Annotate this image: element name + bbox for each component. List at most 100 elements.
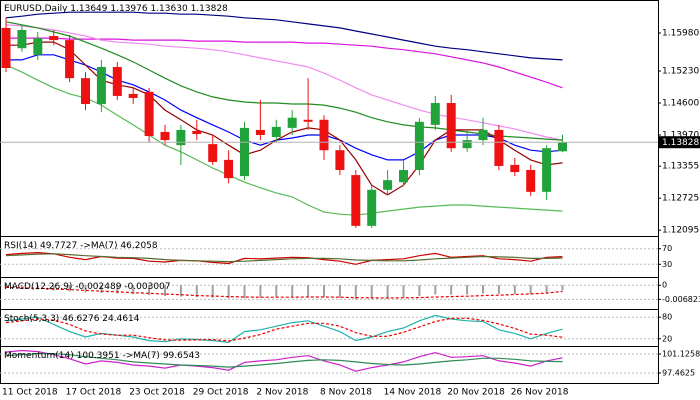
indicator-title: Stoch(5,3,3) xyxy=(4,314,59,324)
indicator-name: RSI(14) xyxy=(4,241,37,251)
candle-body xyxy=(208,144,218,162)
last-price-box xyxy=(659,136,700,149)
ohlc-value: 1.13649 xyxy=(70,4,107,14)
ohlc-value: 1.13828 xyxy=(191,4,228,14)
last-price-label: 1.13828 xyxy=(662,138,699,148)
histogram-bar xyxy=(179,285,182,297)
indicator-name: Momentum(14) xyxy=(4,351,74,361)
candle-body xyxy=(240,127,249,177)
y-tick-label: 30 xyxy=(662,260,672,269)
indicator-line xyxy=(5,349,563,372)
histogram-bar xyxy=(545,285,548,293)
y-tick-label: 1.12095 xyxy=(662,226,699,236)
moving-average-line xyxy=(5,11,563,61)
histogram-bar xyxy=(370,285,373,299)
indicator-value: 46.2058 xyxy=(120,241,157,251)
candle-body xyxy=(33,38,43,55)
x-tick-label: 29 Oct 2018 xyxy=(193,388,249,398)
histogram-bar xyxy=(275,285,278,298)
indicator-value: 99.6543 xyxy=(163,351,200,361)
y-tick-label: 20 xyxy=(662,334,672,343)
candle-body xyxy=(542,148,552,192)
y-tick-label: 1.15230 xyxy=(662,67,699,77)
candle-body xyxy=(303,119,313,122)
indicator-value: 49.7727 xyxy=(40,241,77,251)
histogram-bar xyxy=(211,285,214,298)
candle-body xyxy=(255,129,265,136)
histogram-bar xyxy=(513,285,516,295)
histogram-bar xyxy=(20,285,23,289)
candle-body xyxy=(49,36,59,41)
candle-body xyxy=(287,117,297,128)
y-tick-label: 1.14600 xyxy=(662,99,699,109)
candle-body xyxy=(271,126,281,138)
histogram-bar xyxy=(148,285,151,296)
histogram-bar xyxy=(132,285,135,295)
candle-body xyxy=(160,131,170,141)
histogram-bar xyxy=(52,285,55,291)
indicator-value: -0.002489 xyxy=(75,282,121,292)
plot-frame xyxy=(0,0,659,384)
y-tick-label: 70 xyxy=(662,244,672,253)
indicator-value: 100.3951 xyxy=(77,351,120,361)
indicator-line xyxy=(5,317,563,342)
panel-header: RSI(14) 49.7727 ->MA(7) 46.2058 xyxy=(4,241,158,251)
candle-body xyxy=(430,103,440,125)
histogram-bar xyxy=(84,285,87,293)
histogram-bar xyxy=(5,285,7,289)
histogram-bar xyxy=(338,285,341,298)
indicator-line xyxy=(5,253,563,263)
candle-body xyxy=(399,170,408,183)
y-tick-label: 1.15980 xyxy=(662,28,699,38)
candle-body xyxy=(128,93,138,98)
histogram-bar xyxy=(243,285,246,299)
candle-body xyxy=(176,129,186,146)
x-tick-label: 14 Nov 2018 xyxy=(384,388,442,398)
candle-body xyxy=(367,189,377,226)
x-tick-label: 26 Nov 2018 xyxy=(511,388,569,398)
candle-body xyxy=(96,66,106,105)
candle-body xyxy=(510,164,520,173)
histogram-bar xyxy=(402,285,405,298)
histogram-bar xyxy=(561,285,564,291)
indicator-title: MACD(12,26,9) xyxy=(4,282,72,292)
indicator-value: -0.003007 xyxy=(124,282,170,292)
candle-body xyxy=(526,170,536,192)
histogram-bar xyxy=(482,285,484,294)
moving-average-line xyxy=(5,21,563,141)
y-tick-label: 1.12725 xyxy=(662,194,699,204)
candle-body xyxy=(383,180,393,190)
histogram-bar xyxy=(497,285,500,294)
histogram-bar xyxy=(386,285,389,299)
candle-body xyxy=(112,66,122,96)
histogram-bar xyxy=(100,285,103,294)
candle-body xyxy=(17,29,27,49)
histogram-bar xyxy=(164,285,166,296)
candle-body xyxy=(335,150,345,171)
histogram-bar xyxy=(116,285,119,294)
candle-body xyxy=(1,27,11,69)
y-tick-label: 1.13970 xyxy=(662,131,699,141)
y-tick-label: 0 xyxy=(662,281,667,290)
symbol: EURUSD,Daily xyxy=(4,4,68,14)
histogram-bar xyxy=(291,285,294,297)
histogram-bar xyxy=(195,285,198,298)
moving-average-line xyxy=(5,24,563,141)
x-tick-label: 11 Oct 2018 xyxy=(2,388,58,398)
ohlc-value: 1.13630 xyxy=(150,4,187,14)
indicator-line xyxy=(5,251,563,265)
panel-header: Stoch(5,3,3) 46.6276 24.4614 xyxy=(4,314,140,324)
x-tick-label: 2 Nov 2018 xyxy=(256,388,308,398)
candle-body xyxy=(558,142,567,152)
x-tick-label: 23 Oct 2018 xyxy=(129,388,185,398)
indicator-name: ->MA(7) xyxy=(80,241,117,251)
histogram-bar xyxy=(354,285,357,300)
indicator-name: ->MA(7) xyxy=(122,351,159,361)
histogram-bar xyxy=(227,285,230,299)
panel-header: MACD(12,26,9) -0.002489 -0.003007 xyxy=(4,282,171,292)
indicator-value: 24.4614 xyxy=(102,314,139,324)
candle-body xyxy=(144,91,154,137)
candle-body xyxy=(192,130,202,134)
x-tick-label: 17 Oct 2018 xyxy=(66,388,122,398)
